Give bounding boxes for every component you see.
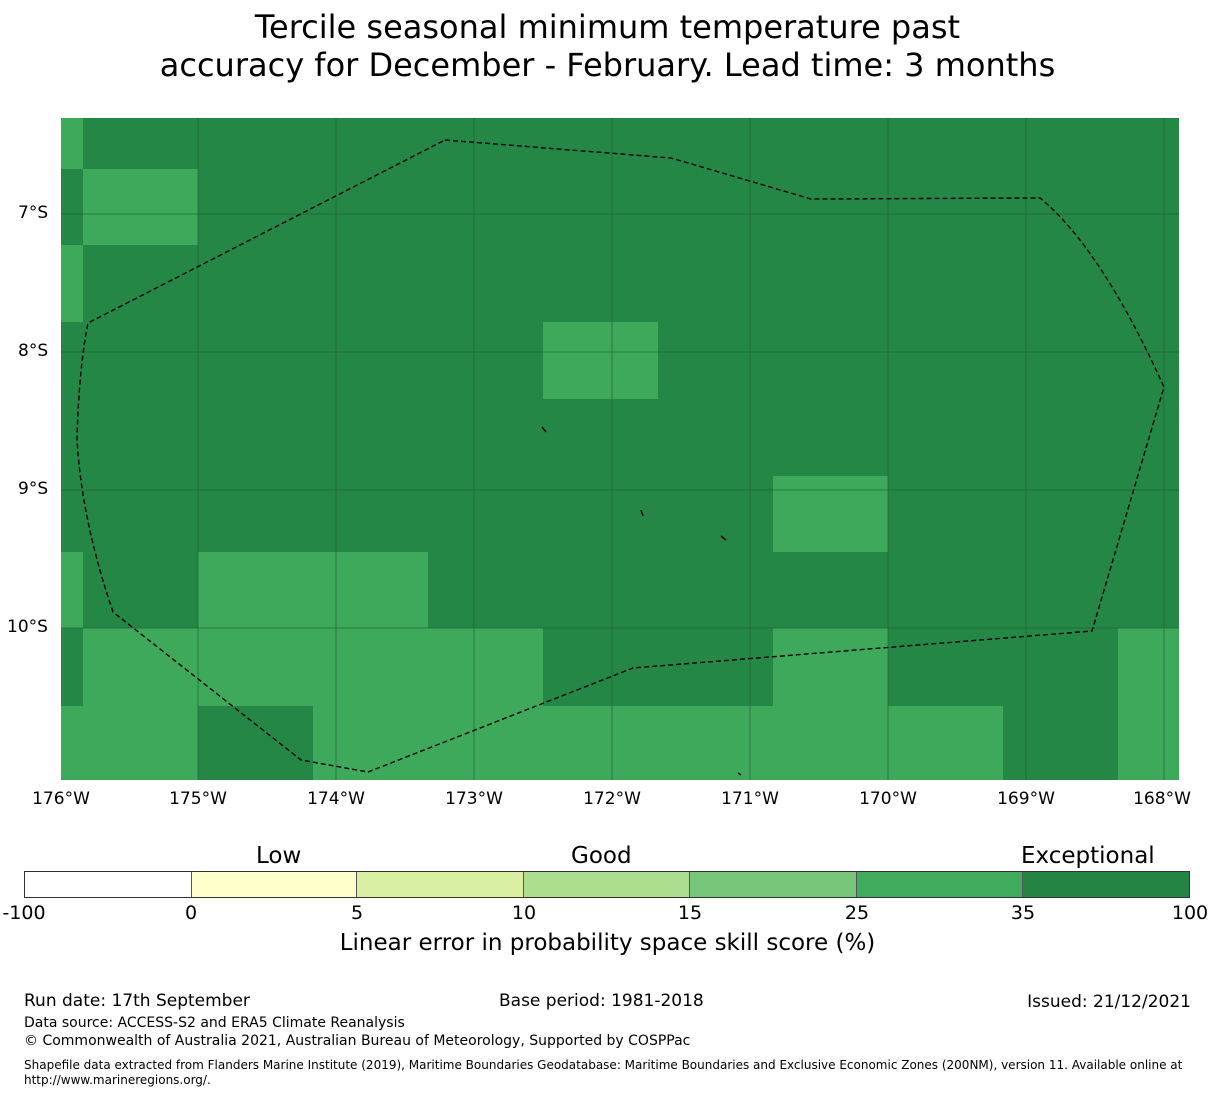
skill-map[interactable] — [61, 118, 1179, 780]
map-panel[interactable] — [61, 118, 1179, 780]
chart-title: Tercile seasonal minimum temperature pas… — [0, 8, 1215, 84]
title-line-1: Tercile seasonal minimum temperature pas… — [254, 8, 961, 46]
lon-label: 174°W — [307, 789, 365, 809]
graticule — [61, 118, 1179, 780]
island-marker — [640, 509, 644, 517]
lon-label: 171°W — [721, 789, 779, 809]
legend-category-exceptional: Exceptional — [1021, 843, 1155, 869]
islands — [541, 426, 742, 776]
base-period: Base period: 1981-2018 — [499, 991, 704, 1011]
island-marker — [541, 426, 547, 433]
lon-label: 172°W — [583, 789, 641, 809]
colorbar-tick: 5 — [350, 902, 364, 924]
colorbar-tick: 25 — [844, 902, 870, 924]
map-cell — [61, 706, 198, 780]
colorbar-tick: 100 — [1171, 902, 1209, 924]
map-cell — [198, 552, 428, 628]
colorbar-segment — [1023, 872, 1190, 897]
colorbar-segment — [524, 872, 690, 897]
island-marker — [720, 535, 727, 541]
colorbar-segment — [357, 872, 525, 897]
colorbar-segment — [689, 872, 857, 897]
map-cell — [61, 245, 83, 322]
island-marker — [737, 772, 742, 776]
lat-label: 10°S — [7, 617, 48, 637]
run-date: Run date: 17th September — [24, 991, 250, 1011]
map-cell — [83, 628, 543, 706]
lon-label: 176°W — [32, 789, 90, 809]
map-cell — [83, 169, 198, 245]
legend-category-good: Good — [571, 843, 632, 869]
lon-label: 170°W — [859, 789, 917, 809]
map-cell — [61, 118, 83, 169]
colorbar-segment — [191, 872, 358, 897]
lon-label: 173°W — [445, 789, 503, 809]
lon-label: 175°W — [169, 789, 227, 809]
colorbar-tick: 10 — [511, 902, 537, 924]
data-source: Data source: ACCESS-S2 and ERA5 Climate … — [24, 1015, 405, 1031]
map-cell — [773, 476, 888, 552]
lon-label: 168°W — [1133, 789, 1191, 809]
map-cell — [543, 322, 658, 399]
issued-date: Issued: 21/12/2021 — [1027, 992, 1191, 1012]
title-line-2: accuracy for December - February. Lead t… — [159, 46, 1056, 84]
lon-label: 169°W — [997, 789, 1055, 809]
colorbar-segment — [856, 872, 1024, 897]
map-cell — [61, 552, 83, 628]
colorbar-tick: 35 — [1010, 902, 1036, 924]
colorbar — [24, 871, 1190, 898]
lat-label: 7°S — [18, 203, 49, 223]
colorbar-tick: 15 — [677, 902, 703, 924]
map-cell — [1118, 628, 1179, 780]
colorbar-axis-label: Linear error in probability space skill … — [339, 930, 876, 956]
lat-label: 9°S — [18, 479, 49, 499]
map-cell — [773, 628, 888, 706]
colorbar-tick: -100 — [2, 902, 46, 924]
colorbar-segment — [25, 872, 192, 897]
copyright: © Commonwealth of Australia 2021, Austra… — [24, 1033, 691, 1049]
shapefile-credit: Shapefile data extracted from Flanders M… — [24, 1058, 1183, 1087]
legend-category-low: Low — [256, 843, 302, 869]
lat-label: 8°S — [18, 341, 49, 361]
colorbar-tick: 0 — [184, 902, 198, 924]
map-cell — [313, 706, 1003, 780]
